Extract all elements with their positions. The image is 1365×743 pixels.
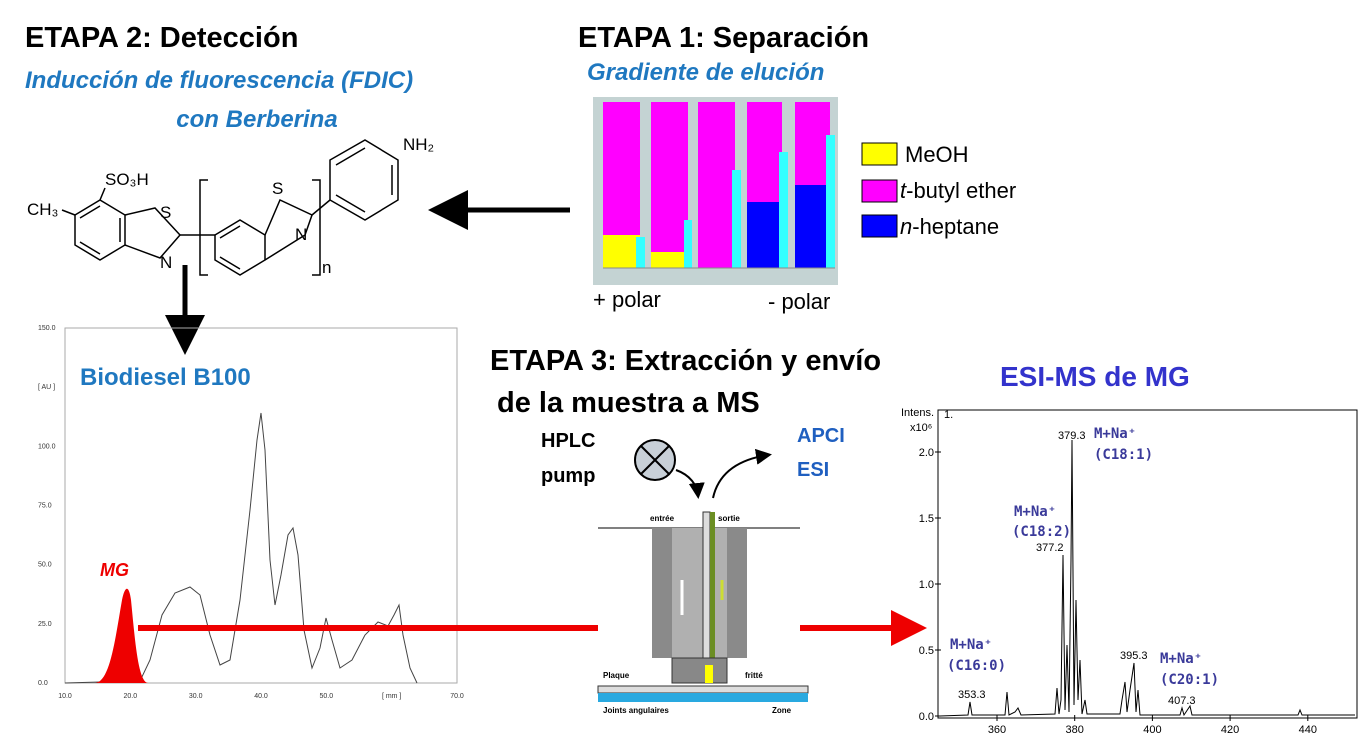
x-tick-label: 50.0	[320, 693, 334, 700]
polarity-label: + polar	[593, 287, 661, 312]
structure-label: N	[160, 253, 172, 272]
legend-label: n-heptane	[900, 214, 999, 239]
stage2-title: ETAPA 2: Detección	[25, 22, 298, 54]
structure-label: S	[160, 203, 171, 222]
annotation: (C16:0)	[947, 658, 1006, 674]
structure	[61, 139, 399, 276]
probe-diagram	[597, 511, 809, 702]
x-tick-label: 420	[1221, 724, 1239, 736]
peak-label: 379.3	[1058, 430, 1086, 442]
ms-spectrum	[937, 409, 1358, 719]
chromatogram-title: Biodiesel B100	[80, 364, 251, 391]
probe-label: Zone	[772, 706, 792, 715]
peak-label: 407.3	[1168, 695, 1196, 707]
pump-icon	[634, 439, 772, 499]
y-tick-label: 0.0	[919, 711, 934, 723]
peak-label: 377.2	[1036, 542, 1064, 554]
structure-label: NH₂	[403, 135, 434, 154]
stage3-title: de la muestra a MS	[497, 387, 760, 419]
annotation: M+Na⁺	[1014, 504, 1056, 520]
legend-swatch	[861, 142, 898, 166]
y-tick-label: 1.0	[919, 579, 934, 591]
probe-label: fritté	[745, 671, 763, 680]
stage2-subtitle: Inducción de fluorescencia (FDIC)	[25, 67, 413, 94]
source-label: ESI	[797, 459, 829, 481]
legend-label: MeOH	[905, 142, 969, 167]
stage1-title: ETAPA 1: Separación	[578, 22, 869, 54]
ms-title: ESI-MS de MG	[1000, 361, 1190, 392]
structure-label: S	[272, 179, 283, 198]
annotation: (C20:1)	[1160, 672, 1219, 688]
ms-x-labels: 360 380 400 420 440	[988, 715, 1317, 736]
probe-label: Joints angulaires	[603, 706, 669, 715]
ms-y-scale: x10⁶	[910, 422, 932, 434]
y-tick-label: 0.5	[919, 645, 934, 657]
legend-text: -butyl ether	[906, 178, 1016, 203]
stage2-subtitle: con Berberina	[176, 106, 337, 133]
y-tick-label: 50.0	[38, 562, 52, 569]
x-tick-label: [ mm ]	[382, 693, 401, 700]
gradient-chart	[593, 97, 838, 285]
legend-swatch	[861, 179, 898, 203]
stage1-subtitle: Gradiente de elución	[587, 59, 824, 86]
legend-swatch	[861, 214, 898, 238]
x-tick-label: 360	[988, 724, 1006, 736]
y-tick-label: 2.0	[919, 447, 934, 459]
structure-label: CH₃	[27, 200, 58, 219]
y-tick-label: 0.0	[38, 680, 48, 687]
y-tick-label: 1.5	[919, 513, 934, 525]
y-tick-label: [ AU ]	[38, 384, 55, 391]
pump-label: HPLC	[541, 430, 595, 452]
stage3-title: ETAPA 3: Extracción y envío	[490, 345, 881, 377]
polarity-label: - polar	[768, 289, 830, 314]
legend-label: t-butyl ether	[900, 178, 1016, 203]
y-axis-labels: 0.0 25.0 50.0 75.0 100.0 [ AU ] 150.0	[38, 325, 56, 687]
peak-label: 395.3	[1120, 650, 1148, 662]
legend-italic: t	[900, 178, 907, 203]
chromatogram	[64, 327, 458, 684]
x-axis-labels: 10.0 20.0 30.0 40.0 50.0 [ mm ] 70.0	[58, 693, 464, 700]
x-tick-label: 380	[1066, 724, 1084, 736]
legend-text: -heptane	[912, 214, 999, 239]
annotation: M+Na⁺	[950, 637, 992, 653]
peak-label: MG	[100, 560, 129, 580]
source-label: APCI	[797, 425, 845, 447]
x-tick-label: 400	[1143, 724, 1161, 736]
probe-label: entrée	[650, 514, 675, 523]
ms-trace: 1.	[944, 409, 953, 421]
probe-label: Plaque	[603, 671, 630, 680]
annotation: (C18:1)	[1094, 447, 1153, 463]
annotation: (C18:2)	[1012, 524, 1071, 540]
x-tick-label: 40.0	[254, 693, 268, 700]
structure-label: SO₃H	[105, 170, 149, 189]
probe-label: sortie	[718, 514, 740, 523]
x-tick-label: 440	[1299, 724, 1317, 736]
annotation: M+Na⁺	[1160, 651, 1202, 667]
y-tick-label: 150.0	[38, 325, 56, 332]
x-tick-label: 20.0	[124, 693, 138, 700]
y-tick-label: 100.0	[38, 443, 56, 450]
structure-label: N	[295, 225, 307, 244]
pump-label: pump	[541, 465, 595, 487]
x-tick-label: 10.0	[58, 693, 72, 700]
ms-y-labels: 0.0 0.5 1.0 1.5 2.0	[919, 447, 941, 723]
legend-italic: n	[900, 214, 912, 239]
x-tick-label: 30.0	[189, 693, 203, 700]
y-tick-label: 25.0	[38, 621, 52, 628]
peak-label: 353.3	[958, 689, 986, 701]
x-tick-label: 70.0	[450, 693, 464, 700]
structure-label: n	[322, 258, 331, 277]
y-tick-label: 75.0	[38, 503, 52, 510]
annotation: M+Na⁺	[1094, 426, 1136, 442]
ms-y-label: Intens.	[901, 407, 934, 419]
